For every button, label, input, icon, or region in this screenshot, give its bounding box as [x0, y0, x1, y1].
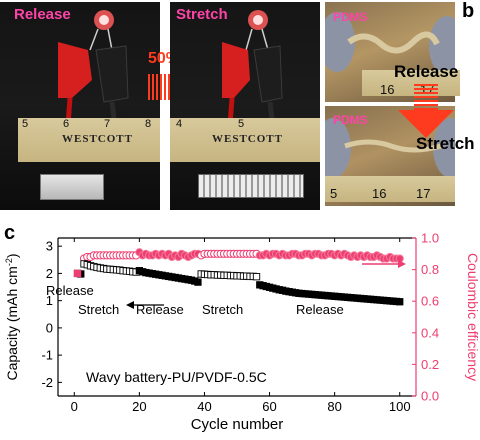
release-to-stretch-arrow-icon [398, 84, 454, 138]
ruler-b-top-number: 16 [380, 82, 395, 97]
pdms-label-bottom: PDMS [333, 113, 368, 127]
ruler-brand-right: WESTCOTT [212, 133, 283, 145]
y-tick-label: -2 [41, 375, 53, 390]
ruler-left [18, 118, 160, 162]
ruler-left-number: 8 [145, 118, 152, 130]
capacity-point-initial [73, 269, 82, 278]
photo-gap [160, 2, 170, 210]
ruler-right [170, 118, 320, 162]
segment-label: Stretch [202, 302, 243, 317]
ruler-b-bottom-number: 17 [416, 186, 431, 201]
x-tick-label: 20 [132, 399, 146, 414]
capacity-point-release [396, 298, 404, 306]
x-tick-label: 60 [262, 399, 276, 414]
ruler-b-bottom [325, 176, 455, 202]
y2-tick-label: 0.4 [421, 325, 439, 340]
ruler-right-number: 5 [238, 118, 245, 130]
glove-hand-illustration [325, 118, 455, 178]
stretch-label-b: Stretch [416, 134, 475, 153]
y2-tick-label: 1.0 [421, 231, 439, 246]
x-tick-label: 80 [327, 399, 341, 414]
x-tick-label: 100 [389, 399, 411, 414]
battery-stretched-image [198, 174, 304, 198]
ruler-b-bottom-number: 16 [372, 186, 387, 201]
chart-axes [57, 237, 417, 397]
pdms-label-top: PDMS [333, 10, 368, 24]
y-axis-title: Capacity (mAh cm-2) [4, 253, 20, 380]
x-axis-title: Cycle number [191, 416, 284, 433]
y2-tick-label: 0.2 [421, 357, 439, 372]
release-label-b: Release [394, 62, 459, 81]
battery-released-image [40, 174, 104, 200]
y2-tick-label: 0.0 [421, 389, 439, 404]
glove-hand-illustration [325, 12, 455, 76]
segment-label: Release [296, 302, 344, 317]
ruler-left-number: 5 [22, 118, 29, 130]
panel-label-b: b [462, 0, 475, 22]
ruler-b-top [362, 70, 460, 96]
panel-label-c: c [4, 222, 16, 244]
efficiency-arrow-head [398, 260, 406, 268]
y-tick-label: -1 [41, 348, 53, 363]
y-tick-label: 1 [46, 293, 53, 308]
segment-label: Stretch [78, 302, 119, 317]
segment-label: Release [136, 302, 184, 317]
capacity-point-release [194, 278, 202, 286]
chart-annotation: Wavy battery-PU/PVDF-0.5C [86, 369, 267, 385]
segment-label: Release [46, 283, 94, 298]
y2-axis-title: Coulombic efficiency [465, 253, 480, 381]
capacity-point-stretch [252, 273, 261, 281]
y-tick-label: 0 [46, 320, 53, 335]
cycling-chart: 0 20 40 60 80 100 -2 -1 0 1 2 3 0.0 0.2 0.4 0.6 0.8 1.0 Cy… [4, 231, 480, 434]
ruler-brand-left: WESTCOTT [62, 133, 133, 145]
y2-tick-label: 0.8 [421, 262, 439, 277]
release-photo-label: Release [14, 6, 71, 23]
x-tick-label: 0 [71, 399, 78, 414]
capacity-arrow-head [126, 301, 134, 309]
chart-series-layer [73, 248, 406, 309]
y2-tick-label: 0.6 [421, 294, 439, 309]
ruler-right-number: 4 [176, 118, 183, 130]
ruler-left-number: 6 [63, 118, 70, 130]
ruler-left-number: 7 [104, 118, 111, 130]
stretch-photo-label: Stretch [176, 6, 228, 23]
chart-text-layer: 0 20 40 60 80 100 -2 -1 0 1 2 3 0.0 0.2 0.4 0.6 0.8 1.0 Cy… [4, 231, 480, 434]
ruler-b-bottom-number: 5 [330, 186, 338, 201]
x-tick-label: 40 [197, 399, 211, 414]
y-tick-label: 2 [46, 266, 53, 281]
y-tick-label: 3 [46, 239, 53, 254]
